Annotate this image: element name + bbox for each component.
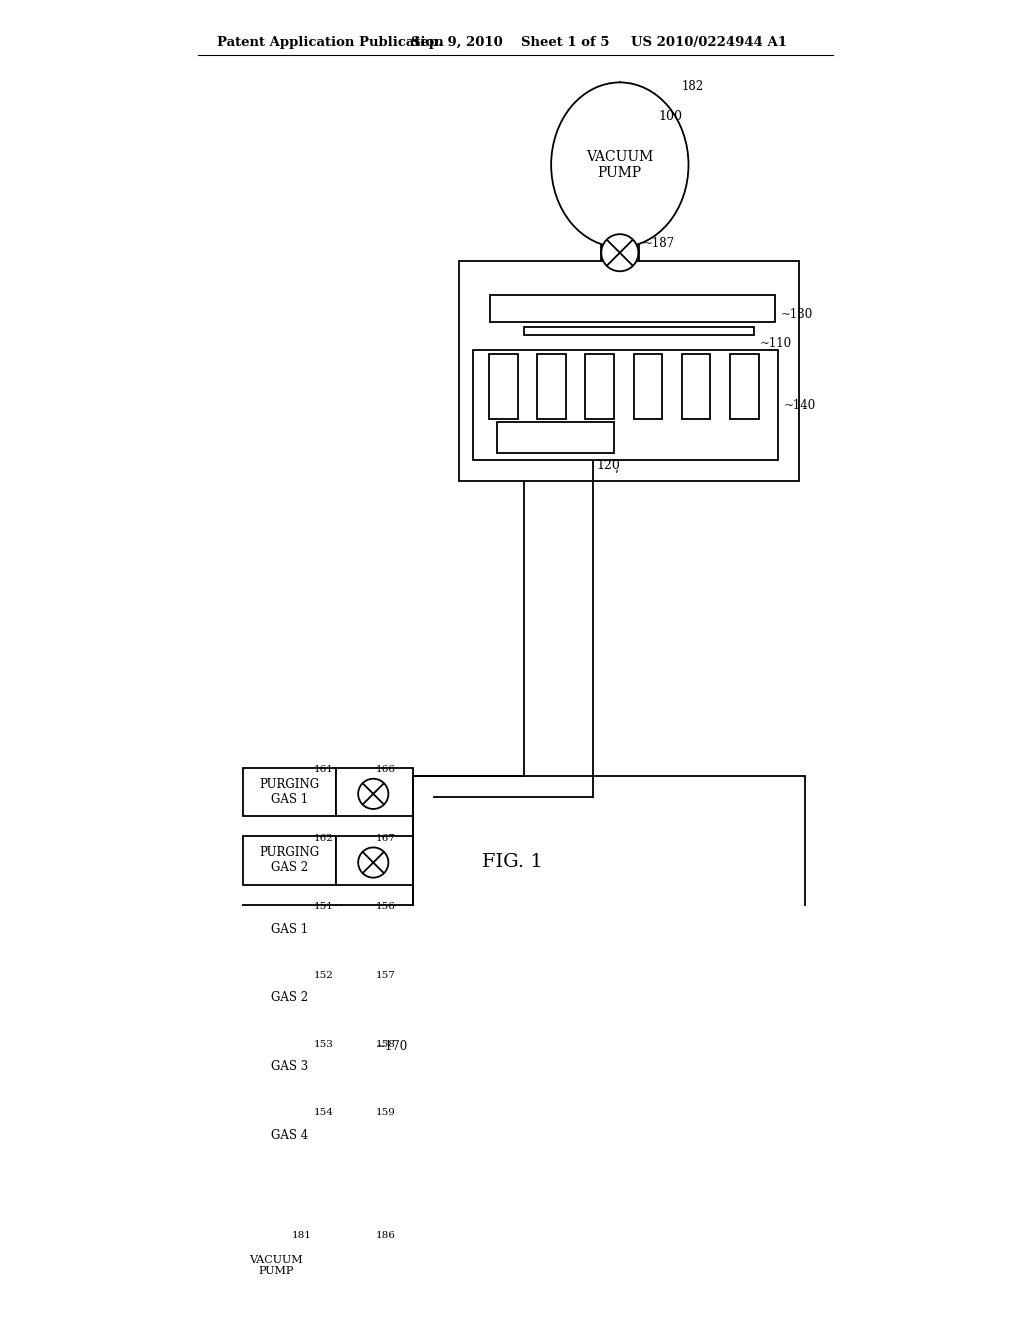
Text: 100: 100: [658, 111, 682, 123]
Text: GAS 3: GAS 3: [270, 1060, 308, 1073]
Circle shape: [358, 916, 388, 946]
Bar: [336, 906, 413, 953]
Bar: [336, 1224, 413, 1261]
Text: 167: 167: [376, 834, 395, 842]
Bar: [459, 261, 799, 480]
Circle shape: [358, 1226, 388, 1257]
Text: GAS 4: GAS 4: [270, 1129, 308, 1142]
Text: 162: 162: [313, 834, 334, 842]
Circle shape: [601, 234, 638, 272]
Text: 153: 153: [313, 1040, 334, 1048]
Bar: [243, 1043, 336, 1090]
Bar: [336, 1043, 413, 1090]
Text: 154: 154: [313, 1109, 334, 1117]
Text: PURGING
GAS 2: PURGING GAS 2: [259, 846, 319, 874]
Bar: [413, 776, 805, 1317]
Bar: [336, 768, 413, 816]
Text: GAS 2: GAS 2: [270, 991, 308, 1005]
Text: ~170: ~170: [376, 1040, 408, 1053]
Bar: [489, 354, 518, 418]
Circle shape: [358, 1226, 388, 1257]
Text: 152: 152: [313, 972, 334, 979]
Bar: [243, 974, 336, 1022]
Text: 158: 158: [376, 1040, 395, 1048]
Ellipse shape: [551, 82, 688, 247]
Circle shape: [358, 1122, 388, 1152]
Bar: [586, 354, 614, 418]
Text: 151: 151: [313, 903, 334, 911]
Text: ~140: ~140: [784, 399, 816, 412]
Text: ,: ,: [614, 462, 618, 475]
Circle shape: [358, 847, 388, 878]
Circle shape: [358, 779, 388, 809]
Bar: [243, 1111, 336, 1159]
Text: 159: 159: [376, 1109, 395, 1117]
Bar: [336, 1111, 413, 1159]
Ellipse shape: [238, 1234, 313, 1296]
Text: 120: 120: [597, 459, 621, 473]
Text: 182: 182: [682, 79, 703, 92]
Bar: [336, 837, 413, 884]
Text: ~130: ~130: [780, 308, 813, 321]
Text: 156: 156: [376, 903, 395, 911]
Text: US 2010/0224944 A1: US 2010/0224944 A1: [631, 36, 786, 49]
Text: 161: 161: [313, 766, 334, 774]
Text: PURGING
GAS 1: PURGING GAS 1: [259, 777, 319, 805]
Text: VACUUM
PUMP: VACUUM PUMP: [249, 1255, 302, 1276]
Text: ~110: ~110: [760, 337, 792, 350]
Circle shape: [358, 985, 388, 1015]
Text: Sheet 1 of 5: Sheet 1 of 5: [521, 36, 609, 49]
Bar: [497, 422, 613, 453]
Bar: [473, 350, 778, 461]
Text: 166: 166: [376, 766, 395, 774]
Text: Patent Application Publication: Patent Application Publication: [217, 36, 443, 49]
Bar: [243, 768, 336, 816]
Text: 186: 186: [376, 1230, 395, 1239]
Text: VACUUM
PUMP: VACUUM PUMP: [586, 149, 653, 180]
Bar: [524, 327, 755, 335]
Text: 157: 157: [376, 972, 395, 979]
Bar: [336, 974, 413, 1022]
Text: Sep. 9, 2010: Sep. 9, 2010: [411, 36, 503, 49]
Bar: [243, 906, 336, 953]
Text: 181: 181: [292, 1230, 311, 1239]
Circle shape: [358, 1053, 388, 1084]
Bar: [634, 354, 663, 418]
Text: GAS 1: GAS 1: [270, 923, 308, 936]
Bar: [538, 354, 566, 418]
Bar: [490, 296, 775, 322]
Text: FIG. 1: FIG. 1: [481, 853, 543, 871]
Text: ~187: ~187: [642, 238, 675, 249]
Bar: [243, 837, 336, 884]
Bar: [730, 354, 759, 418]
Bar: [682, 354, 711, 418]
